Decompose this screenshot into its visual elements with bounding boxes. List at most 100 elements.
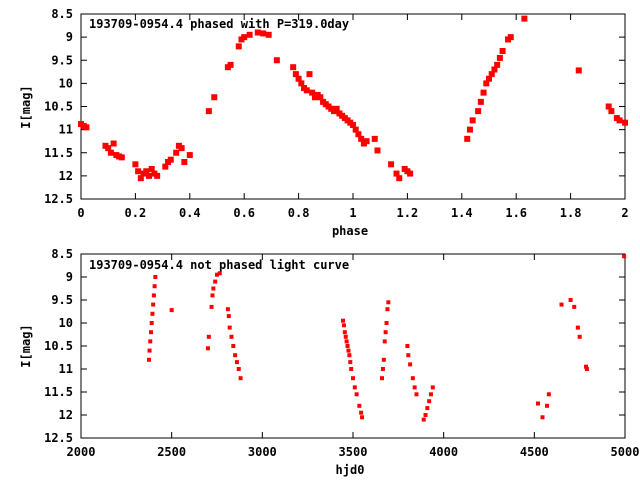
unphased-data-point [380,376,385,381]
phased-data-point [211,94,218,101]
unphased-data-point [348,360,353,365]
phased-data-point [477,98,484,105]
phased-data-point [260,30,267,37]
phased-data-point [575,67,582,74]
phased-data-point [265,31,272,38]
unphased-data-point [347,353,352,358]
unphased-data-point [148,339,153,344]
phased-y-axis: 8.5 9 9.5 10 10.5 11 11.5 12 12.5 [44,7,625,206]
unphased-data-point [147,348,152,353]
unphased-data-point [359,410,364,415]
phased-data-point [371,135,378,142]
unphased-data-point [213,279,218,284]
phased-data-point [605,103,612,110]
phased-data-point [254,29,261,36]
unphased-data-point [559,302,564,307]
unphased-xtick-label: 5000 [611,445,640,459]
unphased-data-point [229,334,234,339]
unphased-data-point [205,346,210,351]
phased-ytick-label: 9.5 [51,53,73,67]
unphased-data-point [209,304,214,309]
phased-ytick-label: 12 [59,169,73,183]
unphased-data-point [535,401,540,406]
unphased-data-point [405,344,410,348]
phased-data-point [355,131,362,138]
unphased-data-point [210,293,215,298]
unphased-data-point [425,406,430,411]
unphased-data-point [546,392,551,397]
phased-data-point [110,140,117,147]
unphased-xtick-label: 3500 [339,445,368,459]
phased-xtick-label: 0.6 [233,206,255,220]
unphased-data-point [234,360,239,365]
unphased-data-point [342,330,347,335]
phased-xtick-label: 1.2 [397,206,419,220]
unphased-data-point [238,376,243,381]
phased-data-point [154,172,161,179]
unphased-ytick-label: 11.5 [44,385,73,399]
phased-data-point [306,71,313,78]
unphased-ytick-label: 8.5 [51,247,73,261]
unphased-data-point [584,364,589,369]
unphased-xtick-label: 3000 [248,445,277,459]
unphased-data-point [414,392,419,397]
unphased-panel: 8.5 9 9.5 10 10.5 11 11.5 12 12.5 2000 2500 3000 35… [19,247,639,477]
unphased-data-point [147,357,151,362]
unphased-data-point [385,307,390,312]
unphased-xlabel: hjd0 [336,463,365,477]
unphased-data-point [357,403,362,408]
unphased-data-point [215,272,219,277]
unphased-data-point [406,353,411,358]
phased-data-point [143,168,150,175]
phased-data-point [273,57,280,64]
phased-data-point [162,163,169,170]
unphased-data-point [152,284,157,289]
unphased-data-point [430,385,435,390]
unphased-xtick-label: 2500 [157,445,186,459]
phased-data-point [480,89,487,96]
phased-ytick-label: 9 [66,30,73,44]
phased-title: 193709-0954.4 phased with P=319.0day [89,17,349,31]
unphased-x-axis: 2000 2500 3000 3500 4000 4500 5000 [67,254,640,459]
phased-xtick-label: 1.4 [451,206,473,220]
phased-data-point [173,149,180,156]
phased-data-point [292,71,299,78]
unphased-data-point [341,318,346,323]
phased-data-point [486,75,492,82]
unphased-data-point [225,307,230,312]
phased-data-point [494,61,501,68]
unphased-xtick-label: 4500 [520,445,549,459]
phased-data-point [491,66,498,73]
unphased-data-point [540,415,545,420]
phased-data-point [521,15,528,22]
unphased-data-point [545,403,550,408]
unphased-data-point [153,275,158,279]
unphased-data-point [169,308,174,313]
phased-data-point [469,117,476,124]
unphased-xtick-label: 4000 [429,445,458,459]
phased-data-point [148,165,155,172]
unphased-data-point [236,367,241,371]
phased-data-point [235,43,242,50]
phased-data-point [352,126,359,133]
phased-data-point [616,117,623,124]
phased-ytick-label: 8.5 [51,7,73,21]
unphased-data-point [412,385,417,390]
unphased-data-point [408,362,413,367]
phased-ytick-label: 11.5 [44,146,73,160]
phased-data-point [507,34,514,41]
phased-data-point [363,138,370,145]
unphased-data-point [584,367,589,371]
unphased-y-axis: 8.5 9 9.5 10 10.5 11 11.5 12 12.5 [44,247,625,445]
unphased-data-point [343,334,348,339]
unphased-data-point [352,385,357,390]
phased-data-point [358,135,365,142]
phased-data-point [303,87,310,94]
unphased-ytick-label: 10.5 [44,339,73,353]
unphased-data-point [351,376,355,381]
phased-data-point [466,126,473,133]
unphased-data-point [344,339,349,344]
unphased-data-point [349,367,354,371]
phased-data-point [393,170,400,177]
